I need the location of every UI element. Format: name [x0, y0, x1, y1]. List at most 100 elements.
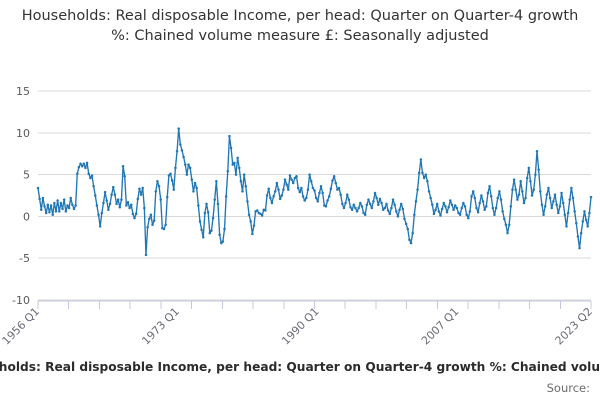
data-point [239, 180, 243, 183]
data-point [79, 162, 82, 165]
data-point [41, 196, 45, 200]
data-point [558, 205, 562, 208]
data-point [372, 200, 375, 203]
data-point [431, 203, 434, 206]
data-point [244, 185, 248, 188]
data-point [537, 168, 540, 171]
footer-caption-text: Households: Real disposable Income, per … [0, 360, 600, 374]
data-point [393, 203, 396, 206]
data-point [463, 205, 467, 208]
data-point [76, 172, 79, 176]
data-point [491, 206, 495, 210]
data-point [97, 213, 100, 216]
data-point [219, 241, 223, 245]
data-point [362, 211, 365, 215]
data-point [511, 188, 514, 191]
data-point [450, 203, 454, 206]
data-point [329, 187, 333, 191]
data-point [280, 194, 284, 197]
data-point [453, 204, 457, 207]
data-point [501, 210, 504, 213]
data-point [516, 198, 519, 201]
data-point [131, 212, 135, 216]
data-point [539, 190, 542, 193]
data-point [223, 227, 226, 231]
data-point [167, 174, 171, 177]
data-point [352, 203, 356, 206]
data-point [224, 195, 228, 198]
data-point [342, 206, 346, 210]
data-point [95, 204, 99, 207]
data-point [493, 213, 496, 216]
data-point [506, 231, 509, 235]
data-point [291, 181, 295, 185]
data-point [553, 193, 557, 196]
data-point [370, 206, 374, 210]
data-point [439, 214, 442, 217]
data-point [242, 173, 246, 176]
data-point [110, 193, 113, 196]
data-point [187, 163, 190, 166]
x-axis-tick-label: 1990 Q1 [279, 305, 322, 348]
data-point [226, 170, 230, 173]
data-point [179, 143, 182, 146]
data-point [59, 201, 63, 205]
data-point [121, 164, 125, 168]
data-point [40, 208, 43, 211]
data-point [476, 210, 480, 214]
data-point [471, 190, 475, 193]
data-point [486, 191, 490, 195]
data-point [182, 155, 185, 159]
data-point [118, 205, 122, 209]
data-point [480, 194, 483, 197]
data-point [66, 204, 69, 207]
data-point [575, 221, 578, 225]
data-point [138, 187, 141, 191]
data-point [251, 232, 254, 236]
data-point [48, 210, 51, 214]
data-point [489, 195, 493, 198]
data-point [85, 161, 89, 165]
data-point [213, 198, 216, 201]
data-point [170, 179, 174, 182]
data-point [460, 206, 463, 210]
data-point [504, 223, 508, 227]
data-point [530, 194, 534, 197]
data-point [390, 206, 393, 210]
data-point [386, 209, 390, 212]
data-point [46, 203, 50, 206]
data-point [162, 227, 166, 231]
data-point [525, 176, 529, 180]
data-point [228, 134, 231, 138]
y-axis-tick-label: 10 [16, 127, 30, 140]
data-point [588, 211, 591, 215]
data-point [391, 198, 395, 201]
data-point [532, 188, 535, 191]
data-point [270, 201, 274, 205]
data-point [478, 201, 481, 205]
data-point [231, 163, 234, 166]
data-point [324, 205, 328, 208]
y-axis-tick-label: -10 [12, 294, 30, 307]
data-point [169, 172, 172, 176]
data-point [205, 202, 208, 206]
data-point [434, 208, 437, 211]
gridlines [38, 90, 591, 301]
data-point [92, 185, 95, 188]
data-point [133, 216, 136, 220]
data-point [429, 196, 432, 200]
data-point [498, 190, 501, 193]
data-point [51, 213, 54, 216]
data-point [586, 225, 589, 228]
data-point [148, 217, 151, 221]
data-point [98, 225, 102, 228]
data-point [56, 199, 59, 202]
data-point [200, 228, 203, 232]
data-point [318, 191, 321, 195]
data-point [215, 180, 218, 183]
data-point [363, 213, 367, 216]
data-point [507, 223, 511, 227]
data-point [584, 218, 588, 221]
data-point [134, 212, 138, 216]
data-point [349, 205, 352, 209]
